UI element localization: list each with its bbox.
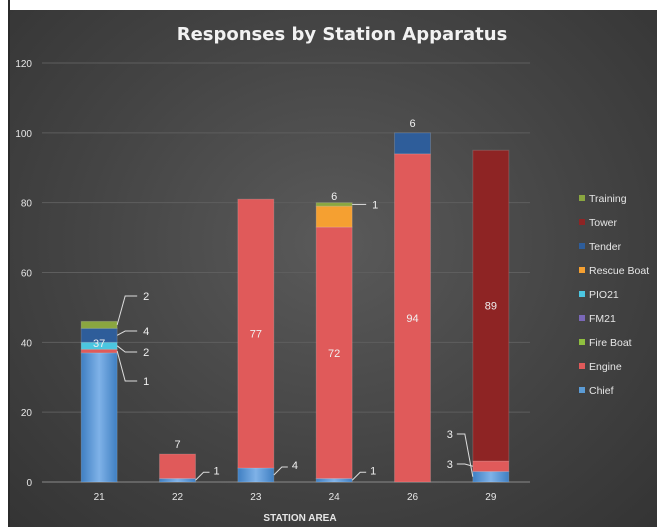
bar-segment-chief — [159, 478, 196, 483]
data-label: 3 — [447, 459, 453, 471]
data-label: 6 — [409, 118, 415, 130]
bar-segment-chief — [315, 478, 353, 483]
y-tick-label: 20 — [21, 408, 33, 419]
x-tick-label: 21 — [94, 492, 106, 503]
leader-line — [273, 466, 288, 476]
y-tick-label: 80 — [21, 199, 33, 210]
data-label: 77 — [250, 329, 262, 341]
leader-line — [456, 463, 473, 467]
bar-segment-engine — [159, 453, 196, 480]
legend-swatch — [579, 243, 585, 249]
y-tick-label: 0 — [26, 478, 32, 489]
legend-label: PIO21 — [589, 289, 619, 301]
x-tick-label: 22 — [172, 492, 184, 503]
top-margin — [10, 0, 657, 10]
bar-segment-chief — [472, 471, 510, 483]
leader-line — [116, 350, 138, 382]
data-label: 4 — [292, 460, 298, 472]
left-border — [8, 0, 10, 527]
leader-line — [456, 433, 474, 477]
data-label: 1 — [214, 465, 220, 477]
legend-label: Training — [589, 193, 627, 205]
bar-segment-engine — [472, 460, 510, 473]
data-labels: 37 1 2 4 2 1 7 4 77 1 72 6 1 94 6 3 3 89 — [93, 118, 497, 481]
x-axis-title: STATION AREA — [263, 513, 336, 524]
legend-swatch — [579, 363, 585, 369]
legend-swatch — [579, 219, 585, 225]
leader-line — [195, 471, 210, 481]
legend: Training Tower Tender Rescue Boat PIO21 FM21 F… — [579, 193, 649, 397]
x-tick-label: 23 — [250, 492, 262, 503]
x-tick-label: 26 — [407, 492, 419, 503]
bar-segment-engine — [80, 348, 118, 354]
data-label: 72 — [328, 348, 340, 360]
data-label: 1 — [370, 465, 376, 477]
y-tick-label: 120 — [15, 59, 32, 70]
bar-segment-chief — [80, 352, 118, 483]
data-label: 2 — [143, 347, 149, 359]
data-label: 1 — [143, 376, 149, 388]
data-label: 2 — [143, 291, 149, 303]
leader-line — [116, 330, 138, 336]
bars — [80, 132, 510, 483]
legend-swatch — [579, 291, 585, 297]
y-axis: 0 20 40 60 80 100 120 — [15, 59, 32, 489]
y-tick-label: 40 — [21, 338, 33, 349]
legend-label: Fire Boat — [589, 337, 632, 349]
data-label: 37 — [93, 338, 105, 350]
x-axis: 21 22 23 24 26 29 — [94, 492, 497, 503]
data-label: 4 — [143, 326, 149, 338]
legend-label: Engine — [589, 361, 622, 373]
bar-segment-training — [80, 320, 118, 329]
data-label: 7 — [174, 439, 180, 451]
bar-segment-rescue-boat — [315, 205, 353, 228]
bar-segment-training — [315, 202, 353, 207]
legend-swatch — [579, 387, 585, 393]
data-label: 89 — [485, 301, 497, 313]
chart-title: Responses by Station Apparatus — [177, 24, 508, 45]
legend-label: FM21 — [589, 313, 616, 325]
legend-swatch — [579, 195, 585, 201]
leader-line — [116, 345, 138, 353]
legend-swatch — [579, 315, 585, 321]
legend-label: Tower — [589, 217, 618, 229]
data-label: 3 — [447, 429, 453, 441]
bar-segment-engine — [315, 226, 353, 480]
x-tick-label: 29 — [485, 492, 497, 503]
legend-swatch — [579, 339, 585, 345]
data-label: 94 — [406, 313, 418, 325]
y-tick-label: 100 — [15, 129, 32, 140]
data-label: 1 — [372, 199, 378, 211]
legend-label: Tender — [589, 241, 622, 253]
gridlines — [42, 62, 530, 483]
bar-segment-tender — [394, 132, 431, 155]
bar-segment-engine — [237, 198, 275, 469]
legend-label: Rescue Boat — [589, 265, 649, 277]
bar-segment-engine — [394, 153, 431, 483]
leader-line — [351, 471, 367, 481]
data-label: 6 — [331, 191, 337, 203]
y-tick-label: 60 — [21, 269, 33, 280]
bar-segment-chief — [237, 467, 275, 483]
x-tick-label: 24 — [329, 492, 341, 503]
bar-segment-tower — [472, 149, 510, 462]
legend-label: Chief — [589, 385, 614, 397]
left-margin — [0, 0, 10, 527]
legend-swatch — [579, 267, 585, 273]
leader-line — [116, 295, 138, 326]
